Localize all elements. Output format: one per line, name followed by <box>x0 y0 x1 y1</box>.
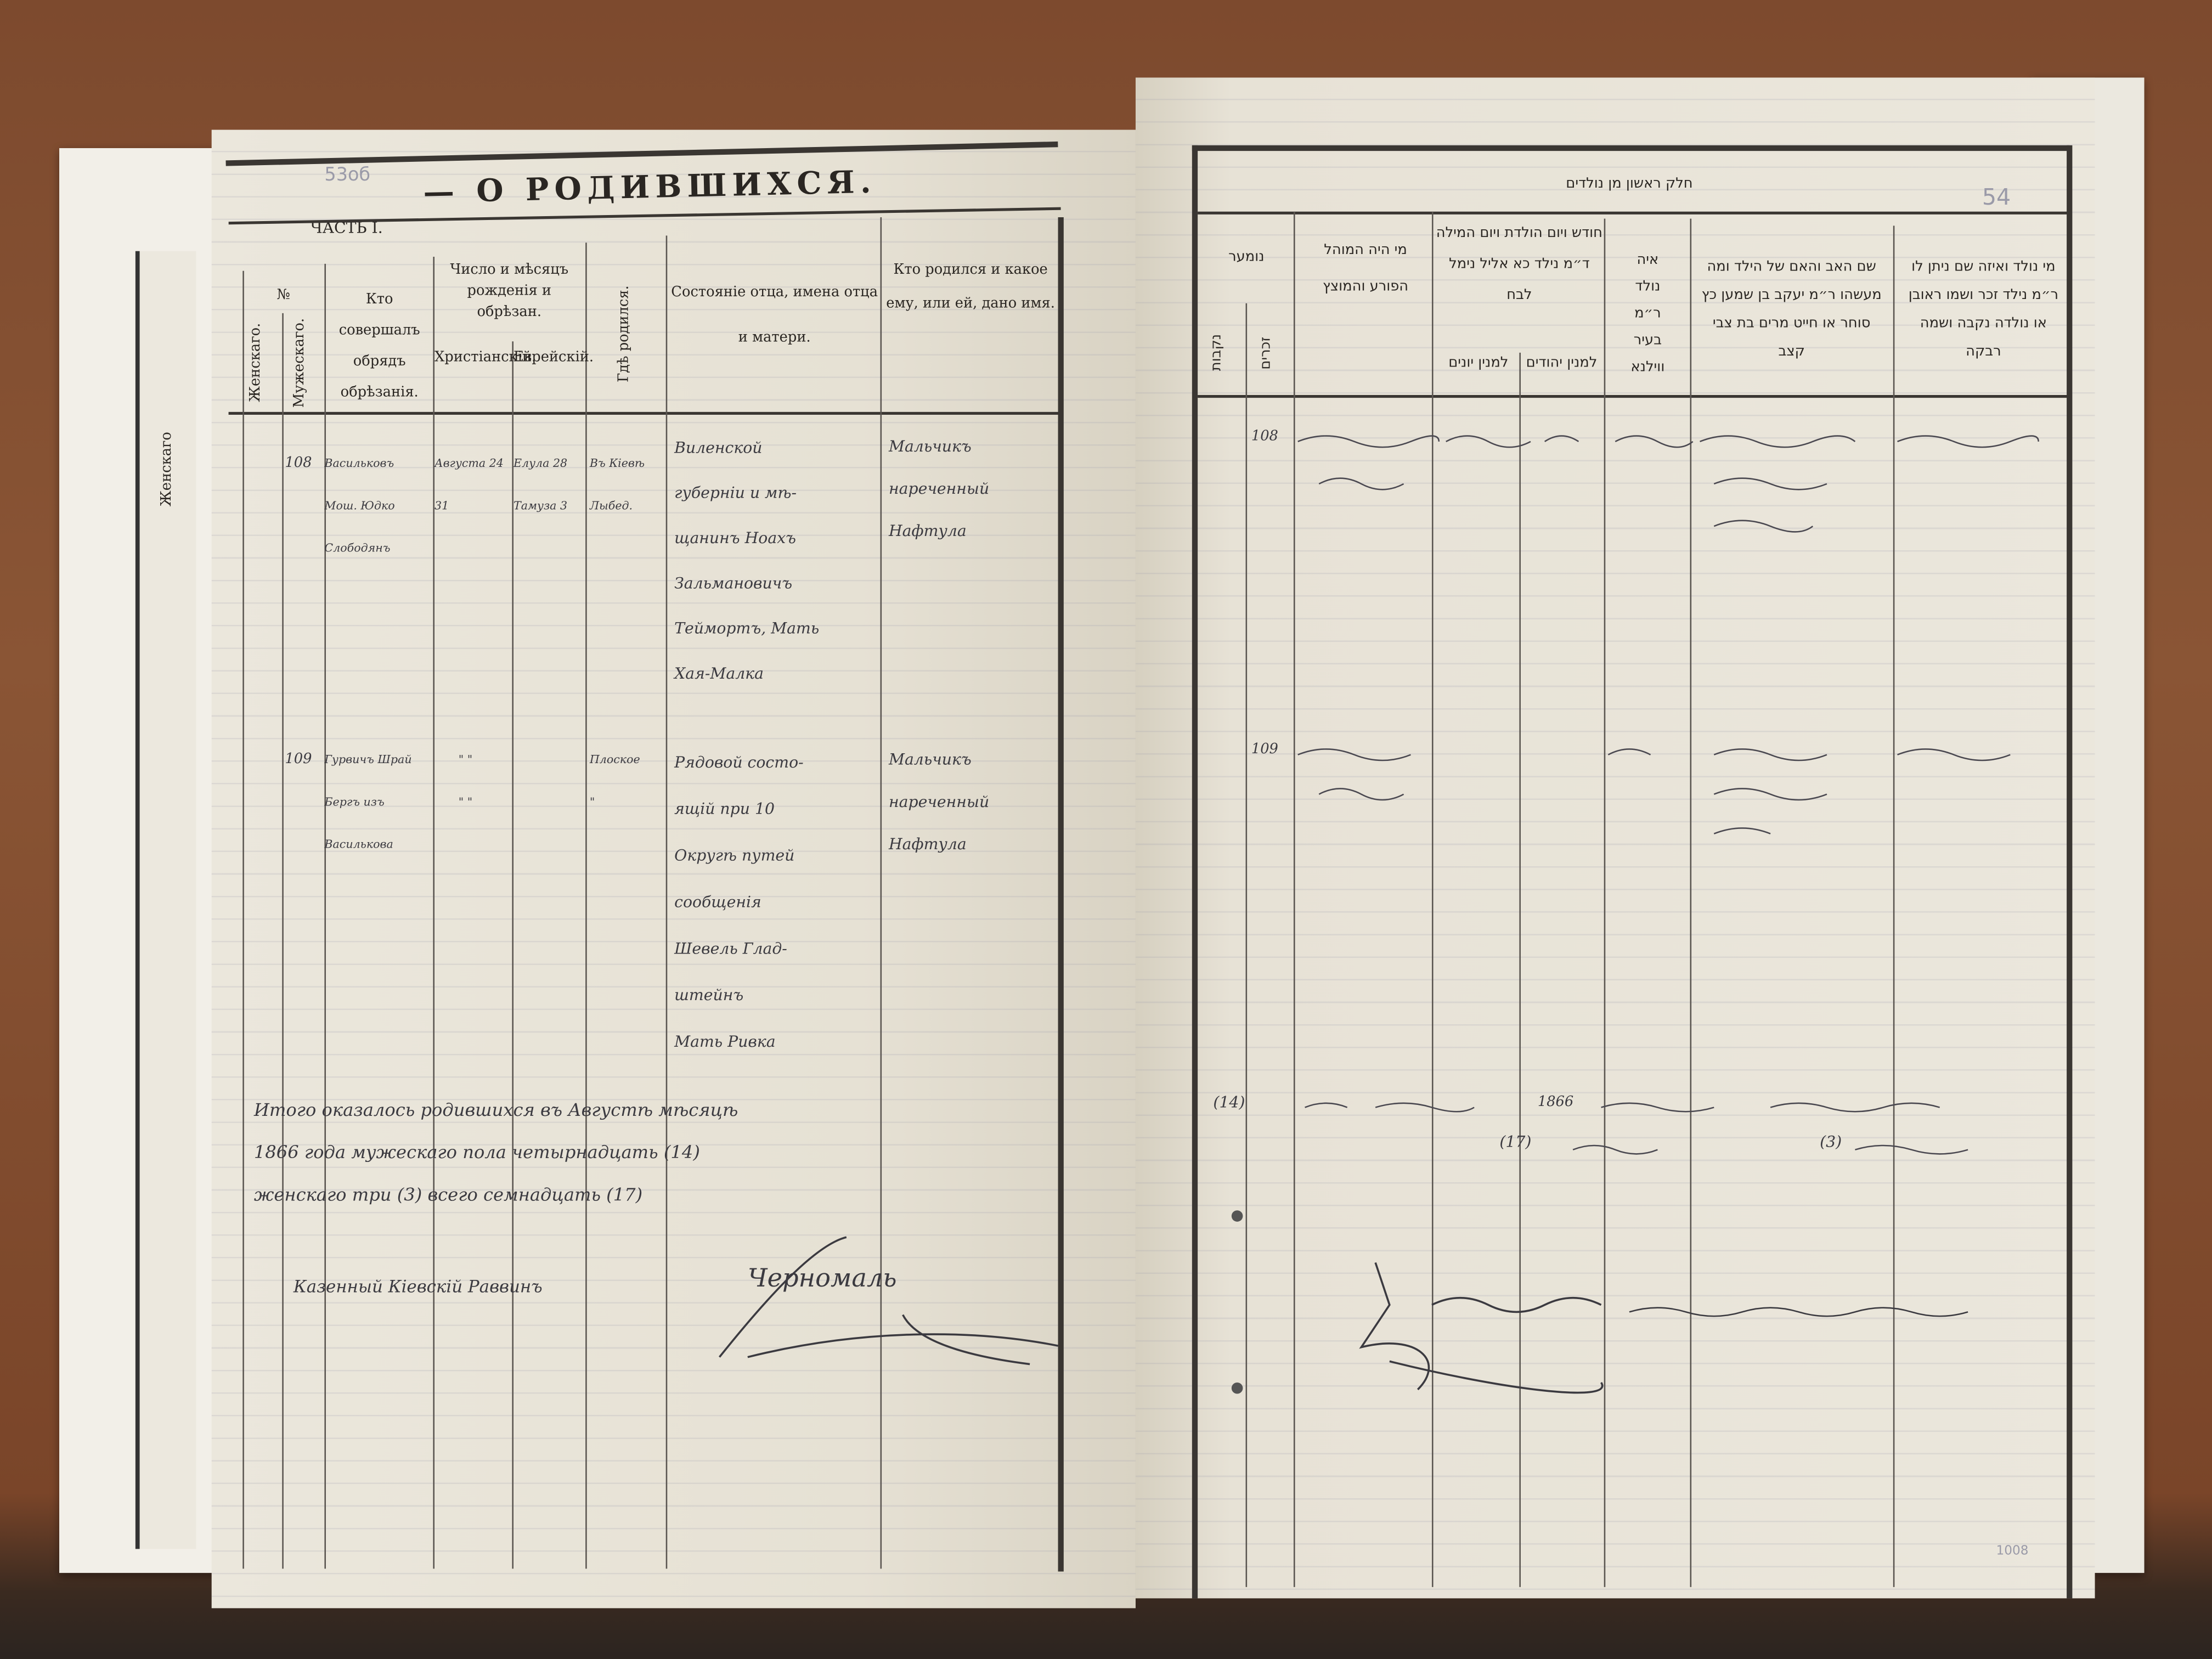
header-male: זכרים <box>1258 336 1274 369</box>
header-rule <box>1198 211 2070 215</box>
entry-number: 109 <box>1251 742 1278 758</box>
header-male: Мужескаго. <box>292 318 308 408</box>
column-divider <box>1431 211 1434 1587</box>
column-divider <box>1245 303 1248 1587</box>
column-divider <box>324 263 326 1569</box>
header-female: נקבות <box>1209 334 1224 371</box>
handwritten-cell: Васильковъ Мош. Юдко Слободянъ <box>324 457 395 555</box>
header-place: איה נולד ר״מ בעיר ווילנא <box>1630 252 1665 375</box>
page-number: 54 <box>1982 183 2011 211</box>
total-female: (3) <box>1820 1132 1842 1152</box>
column-divider <box>1690 218 1692 1587</box>
header-jewish: Еврейскій. <box>513 349 594 365</box>
rabbi-signature <box>1359 1262 1968 1394</box>
ruled-lines <box>1135 77 2095 1599</box>
page-title: — О РОДИВШИХСЯ. <box>422 164 877 211</box>
column-divider <box>433 256 435 1569</box>
ruled-lines <box>211 129 1136 1609</box>
binding-hole <box>1231 1382 1243 1394</box>
page-number: 53об <box>324 165 371 187</box>
handwritten-cell: Мальчикъ нареченный Нафтула <box>888 437 990 540</box>
header-christian: Христіанскій. <box>434 349 537 365</box>
handwritten-cell: 109 <box>285 752 312 768</box>
column-divider <box>585 242 587 1569</box>
column-divider <box>512 341 514 1569</box>
handwritten-cell: Въ Кіевѣ Лыбед. <box>589 457 645 512</box>
signature-flourish <box>719 1236 1058 1365</box>
header-mohel: מי היה המוהל הפורע והמוצץ <box>1323 242 1409 295</box>
header-bottom-rule <box>1198 394 2070 398</box>
header-number: נומער <box>1228 250 1265 266</box>
header-dates: חודש ויום הולדת ויום המילה ד״מ נילד כא א… <box>1436 225 1602 303</box>
handwritten-cell: Рядовой состо- ящій при 10 Округѣ путей … <box>674 753 804 1051</box>
corner-note: 1008 <box>1996 1544 2029 1559</box>
under-page-label: Женскаго <box>159 432 175 507</box>
right-border <box>2067 145 2073 1599</box>
handwritten-cell: Августа 24 31 <box>434 457 504 512</box>
header-child: מי נולד ואיזה שם ניתן לו ר״מ נילד זכר וש… <box>1908 259 2058 360</box>
handwritten-cell: Мальчикъ нареченный Нафтула <box>888 750 990 854</box>
total-summary: Итого оказалось родившихся въ Августѣ мѣ… <box>253 1099 738 1205</box>
total-male: (14) <box>1213 1093 1245 1112</box>
right-border <box>1058 217 1064 1572</box>
handwritten-cell: " " " " <box>458 753 473 809</box>
header-gentile: למנין יונים <box>1448 355 1509 371</box>
handwritten-cell: Гурвичъ Шрай Бергъ изъ Василькова <box>324 753 412 851</box>
top-rule <box>1192 145 2070 151</box>
column-divider <box>880 217 882 1569</box>
column-divider <box>665 235 668 1569</box>
header-child: Кто родился и какое ему, или ей, дано им… <box>886 262 1055 312</box>
header-number: № <box>276 287 291 303</box>
header-place: Гдѣ родился. <box>616 286 632 383</box>
hebrew-total-text <box>1305 1102 1968 1155</box>
hebrew-handwriting <box>1297 435 2039 834</box>
column-divider <box>1519 352 1521 1587</box>
header-jewish-calendar: למנין יהודים <box>1526 355 1598 371</box>
column-divider <box>242 270 244 1569</box>
header-bottom-rule <box>228 411 1061 415</box>
handwritten-cell: Елула 28 Тамуза 3 <box>513 457 568 512</box>
handwritten-cell: Виленской губерніи и мѣ- щанинъ Ноахъ За… <box>674 438 820 683</box>
total-all: (17) <box>1499 1132 1532 1152</box>
signature-name: Черномаль <box>747 1263 897 1294</box>
column-divider <box>1293 211 1295 1587</box>
column-divider <box>282 313 284 1569</box>
header-dates: Число и мѣсяцъ рожденія и обрѣзан. <box>450 262 569 320</box>
column-divider <box>1893 225 1895 1587</box>
header-parents: שם האב והאם של הילד ומה מעשהו ר״מ יעקב ב… <box>1701 259 1882 360</box>
header-circumciser: Кто совершалъ обрядъ обрѣзанія. <box>338 292 420 401</box>
right-page: חלק ראשון מן נולדים 54 נומער נקבות זכרים… <box>1135 77 2095 1599</box>
header-parents: Состояніе отца, имена отца и матери. <box>671 285 878 346</box>
left-border <box>1192 145 1198 1599</box>
under-page-edge: Женскаго <box>135 251 196 1549</box>
left-page: 53об ЧАСТЬ I. — О РОДИВШИХСЯ. № Женскаго… <box>211 129 1136 1609</box>
handwritten-cell: Плоское " <box>589 753 640 809</box>
binding-hole <box>1231 1210 1243 1222</box>
page-title: חלק ראשון מן נולדים <box>1566 176 1693 192</box>
entry-number: 108 <box>1251 428 1278 444</box>
handwritten-cell: 108 <box>285 455 312 471</box>
header-female: Женскаго. <box>248 323 264 402</box>
total-year: 1866 <box>1537 1094 1574 1110</box>
signature-title: Казенный Кіевскій Раввинъ <box>293 1277 543 1297</box>
column-divider <box>1604 218 1606 1587</box>
